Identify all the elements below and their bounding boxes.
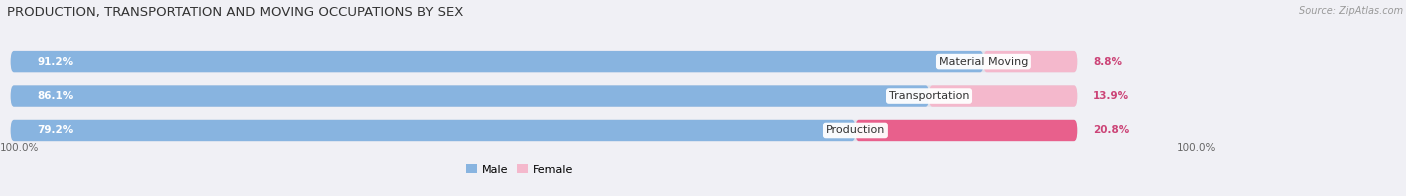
FancyBboxPatch shape bbox=[11, 85, 1077, 107]
Text: 100.0%: 100.0% bbox=[0, 143, 39, 153]
FancyBboxPatch shape bbox=[11, 120, 855, 141]
Text: Source: ZipAtlas.com: Source: ZipAtlas.com bbox=[1299, 6, 1403, 16]
Text: 8.8%: 8.8% bbox=[1094, 57, 1122, 67]
FancyBboxPatch shape bbox=[929, 85, 1077, 107]
Text: Material Moving: Material Moving bbox=[939, 57, 1028, 67]
Text: 20.8%: 20.8% bbox=[1094, 125, 1129, 135]
FancyBboxPatch shape bbox=[11, 51, 1077, 72]
Text: 86.1%: 86.1% bbox=[38, 91, 73, 101]
Text: 100.0%: 100.0% bbox=[1177, 143, 1216, 153]
Text: Production: Production bbox=[825, 125, 886, 135]
Text: Transportation: Transportation bbox=[889, 91, 969, 101]
FancyBboxPatch shape bbox=[11, 85, 929, 107]
FancyBboxPatch shape bbox=[855, 120, 1077, 141]
Text: 91.2%: 91.2% bbox=[38, 57, 73, 67]
Text: 79.2%: 79.2% bbox=[38, 125, 73, 135]
Legend: Male, Female: Male, Female bbox=[461, 160, 578, 179]
Text: PRODUCTION, TRANSPORTATION AND MOVING OCCUPATIONS BY SEX: PRODUCTION, TRANSPORTATION AND MOVING OC… bbox=[7, 6, 464, 19]
FancyBboxPatch shape bbox=[11, 120, 1077, 141]
FancyBboxPatch shape bbox=[983, 51, 1077, 72]
Text: 13.9%: 13.9% bbox=[1094, 91, 1129, 101]
FancyBboxPatch shape bbox=[11, 51, 983, 72]
